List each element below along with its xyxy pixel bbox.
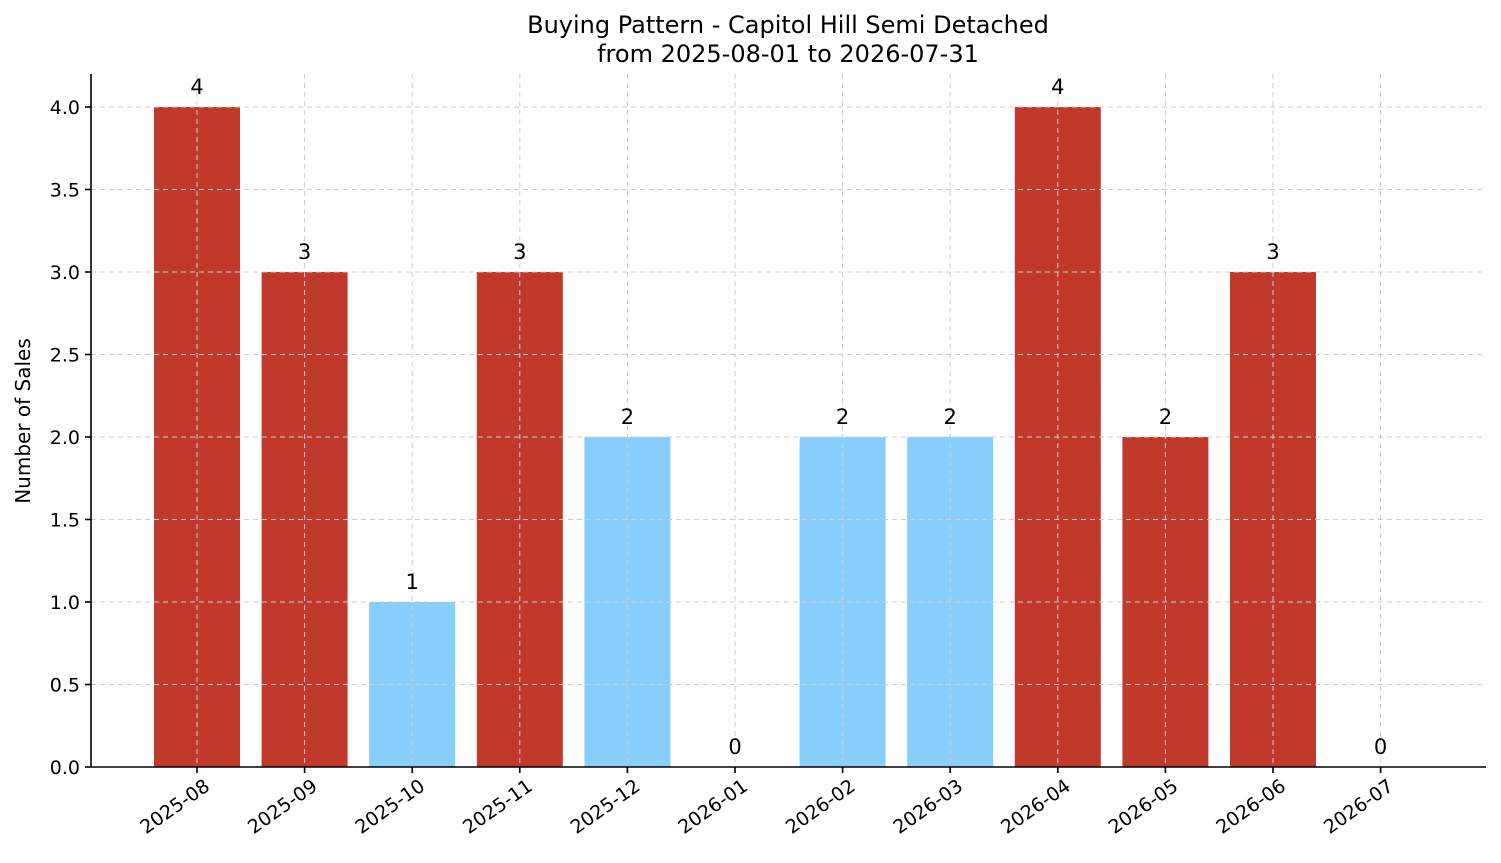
value-label-2026-02: 2 [836, 405, 849, 429]
value-label-2025-11: 3 [513, 240, 526, 264]
x-tick-label: 2025-11 [459, 775, 537, 839]
value-label-2026-01: 0 [728, 735, 741, 759]
x-tick-label: 2026-07 [1320, 775, 1398, 839]
x-tick-label: 2025-09 [244, 775, 322, 839]
x-tick-label: 2025-10 [351, 775, 429, 839]
chart-title-line1: Buying Pattern - Capitol Hill Semi Detac… [527, 11, 1049, 39]
value-label-2026-05: 2 [1159, 405, 1172, 429]
y-tick-label: 0.5 [50, 675, 80, 697]
y-tick-label: 4.0 [50, 97, 80, 119]
value-label-2026-03: 2 [944, 405, 957, 429]
value-label-2025-12: 2 [621, 405, 634, 429]
chart-title-line2: from 2025-08-01 to 2026-07-31 [597, 40, 979, 68]
value-label-2026-04: 4 [1051, 75, 1064, 99]
x-tick-label: 2026-04 [997, 775, 1075, 839]
y-tick-label: 2.5 [50, 345, 80, 367]
value-label-2026-06: 3 [1266, 240, 1279, 264]
value-label-2025-09: 3 [298, 240, 311, 264]
y-tick-label: 2.0 [50, 427, 80, 449]
x-tick-label: 2025-08 [136, 775, 214, 839]
y-tick-label: 3.0 [50, 262, 80, 284]
x-tick-label: 2025-12 [567, 775, 645, 839]
x-tick-label: 2026-06 [1212, 775, 1290, 839]
value-label-2026-07: 0 [1374, 735, 1387, 759]
y-tick-label: 3.5 [50, 180, 80, 202]
value-label-2025-08: 4 [190, 75, 203, 99]
value-labels-layer: 4 3 1 3 2 0 2 2 4 2 3 0 [190, 75, 1387, 759]
y-axis-label: Number of Sales [11, 338, 35, 504]
y-tick-label: 0.0 [50, 757, 80, 779]
y-tick-label: 1.5 [50, 510, 80, 532]
y-tick-label: 1.0 [50, 592, 80, 614]
x-tick-label: 2026-01 [674, 775, 752, 839]
x-tick-label: 2026-02 [782, 775, 860, 839]
value-label-2025-10: 1 [406, 570, 419, 594]
x-tick-label: 2026-03 [889, 775, 967, 839]
x-tick-label: 2026-05 [1105, 775, 1183, 839]
